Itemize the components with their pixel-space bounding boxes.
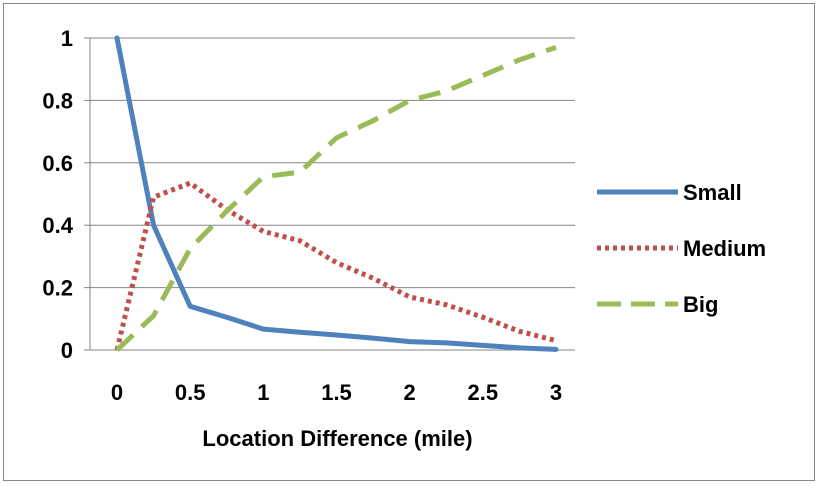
series-line-small (114, 35, 559, 352)
x-tick-label-6: 3 (550, 380, 562, 405)
x-tick-label-0: 0 (111, 380, 123, 405)
y-tick-label-3: 0.6 (42, 151, 73, 176)
x-tick-label-3: 1.5 (321, 380, 352, 405)
series-lines (114, 35, 559, 352)
x-tick-label-1: 0.5 (175, 380, 206, 405)
legend-label-medium: Medium (683, 236, 766, 261)
x-tick-label-2: 1 (257, 380, 269, 405)
y-tick-labels: 0 0.2 0.4 0.6 0.8 1 (42, 26, 73, 363)
series-line-medium (114, 180, 557, 351)
y-tick-label-2: 0.4 (42, 213, 73, 238)
legend-label-small: Small (683, 180, 742, 205)
legend: Small Medium Big (597, 180, 766, 317)
y-tick-label-5: 1 (61, 26, 73, 51)
x-tick-label-4: 2 (404, 380, 416, 405)
series-line-big (115, 44, 557, 352)
y-tick-label-0: 0 (61, 338, 73, 363)
x-tick-labels: 0 0.5 1 1.5 2 2.5 3 (111, 380, 562, 405)
legend-label-big: Big (683, 292, 718, 317)
chart-area (3, 3, 815, 481)
y-tick-label-4: 0.8 (42, 88, 73, 113)
y-tick-label-1: 0.2 (42, 276, 73, 301)
x-axis-label: Location Difference (mile) (202, 426, 472, 451)
x-tick-label-5: 2.5 (468, 380, 499, 405)
axes (84, 37, 575, 351)
